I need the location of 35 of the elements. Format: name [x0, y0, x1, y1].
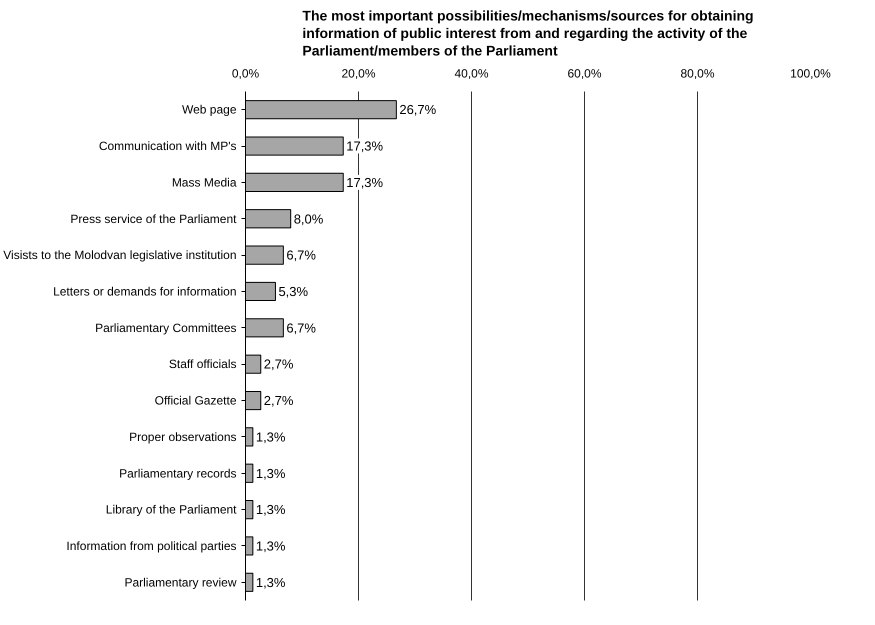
y-tick-label: Communication with MP's — [98, 139, 237, 154]
y-tick-label: Staff officials — [168, 357, 236, 372]
data-label: 6,7% — [286, 320, 316, 336]
x-tick-label: 60,0% — [567, 66, 602, 80]
y-tick-label: Parliamentary review — [124, 575, 237, 590]
data-label: 8,0% — [294, 211, 324, 226]
data-label: 2,7% — [264, 356, 294, 372]
x-tick-label: 40,0% — [454, 66, 489, 80]
data-label: 17,3% — [346, 174, 384, 190]
chart-title: The most important possibilities/mechanisms/sources for obtaining information of public interest from and regarding the activity of the Parliament/members of the Parliament — [302, 7, 754, 58]
x-tick-label: 20,0% — [341, 66, 376, 80]
x-tick-label: 80,0% — [680, 66, 715, 80]
y-tick-label: Parliamentary records — [119, 466, 236, 480]
data-label: 1,3% — [256, 502, 286, 518]
y-tick-label: Official Gazette — [154, 394, 237, 408]
y-tick-label: Press service of the Parliament — [70, 212, 238, 226]
data-label: 1,3% — [256, 574, 286, 590]
y-tick-label: Parliamentary Committees — [95, 320, 236, 335]
y-tick-label: Mass Media — [172, 175, 237, 190]
data-label: 2,7% — [264, 393, 294, 408]
y-tick-label: Web page — [182, 102, 237, 117]
y-tick-label: Proper observations — [129, 430, 236, 444]
data-label: 6,7% — [286, 248, 316, 263]
data-label: 1,3% — [256, 538, 286, 554]
y-tick-label: Information from political parties — [66, 538, 237, 553]
y-tick-label: Library of the Parliament — [106, 502, 238, 517]
data-label: 1,3% — [256, 466, 286, 481]
data-label: 17,3% — [346, 138, 384, 154]
data-label: 1,3% — [256, 429, 286, 444]
x-tick-label: 0,0% — [232, 66, 260, 80]
data-label: 5,3% — [278, 284, 309, 299]
x-tick-label: 100,0% — [790, 66, 832, 80]
data-label: 26,7% — [399, 102, 437, 118]
y-tick-label: Letters or demands for information — [53, 284, 236, 298]
y-tick-label: Visists to the Molodvan legislative institution — [3, 248, 236, 262]
